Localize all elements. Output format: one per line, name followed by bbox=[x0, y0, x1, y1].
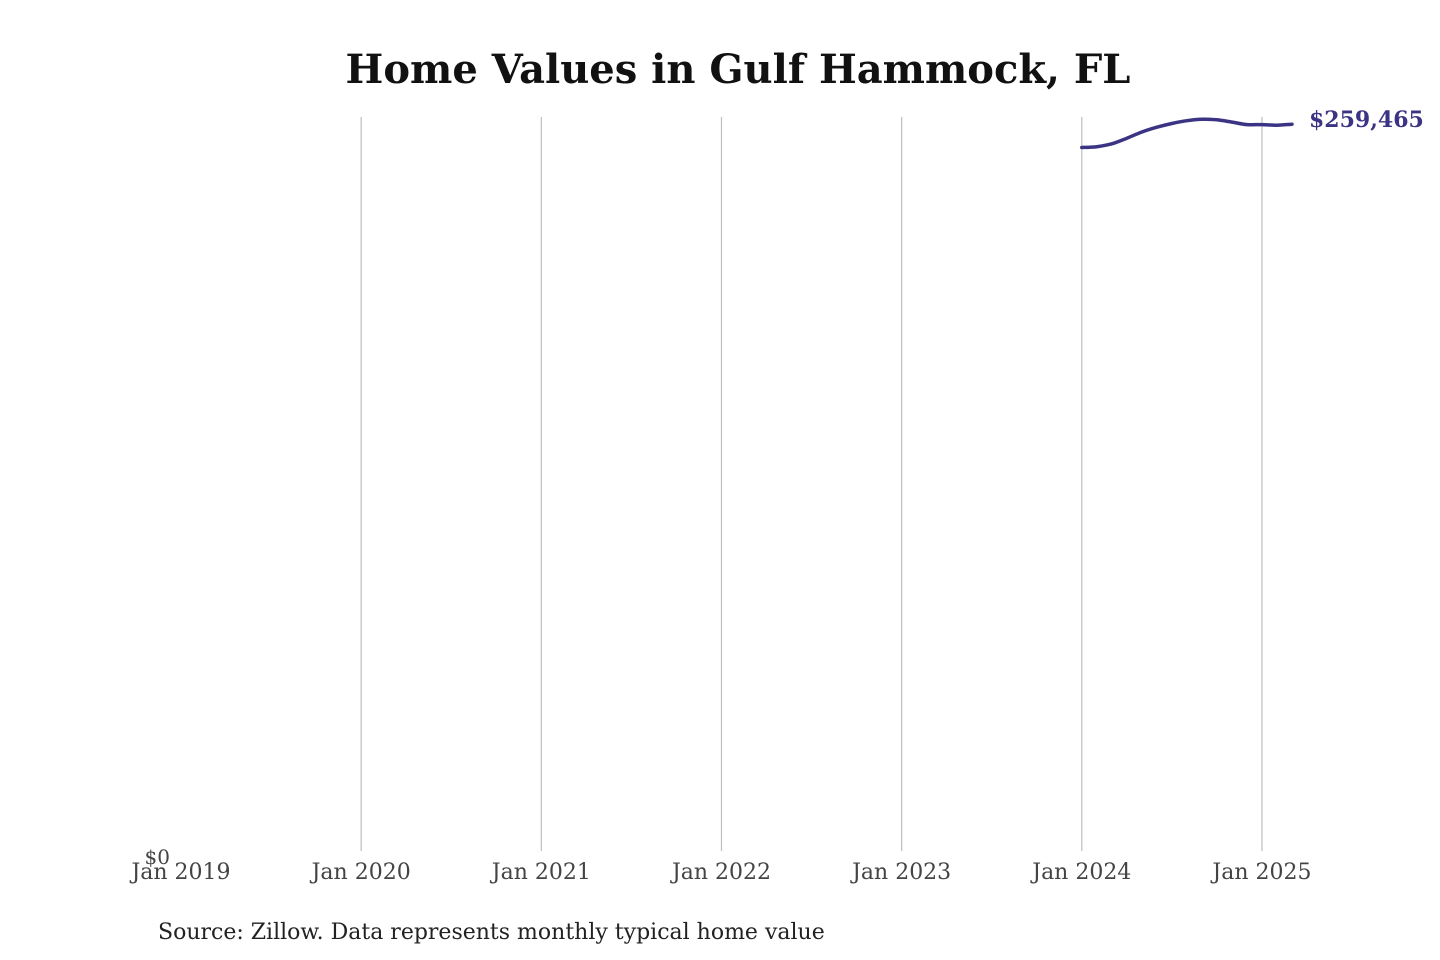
x-tick-label: Jan 2021 bbox=[490, 860, 591, 885]
grid-lines bbox=[360, 117, 1263, 851]
x-axis-ticks: Jan 2019 Jan 2020 Jan 2021 Jan 2022 Jan 2023… bbox=[129, 860, 1311, 885]
x-tick-label: Jan 2024 bbox=[1030, 860, 1131, 885]
end-value-label: $259,465 bbox=[1309, 107, 1424, 133]
y-tick-label-zero: $0 bbox=[145, 845, 170, 869]
series-line bbox=[1080, 117, 1294, 150]
x-tick-label: Jan 2023 bbox=[850, 860, 951, 885]
x-tick-label: Jan 2025 bbox=[1210, 860, 1311, 885]
source-note: Source: Zillow. Data represents monthly … bbox=[158, 920, 825, 945]
chart-title: Home Values in Gulf Hammock, FL bbox=[346, 46, 1131, 93]
x-tick-label: Jan 2020 bbox=[310, 860, 411, 885]
x-tick-label: Jan 2022 bbox=[670, 860, 771, 885]
x-tick-label: Jan 2019 bbox=[129, 860, 230, 885]
